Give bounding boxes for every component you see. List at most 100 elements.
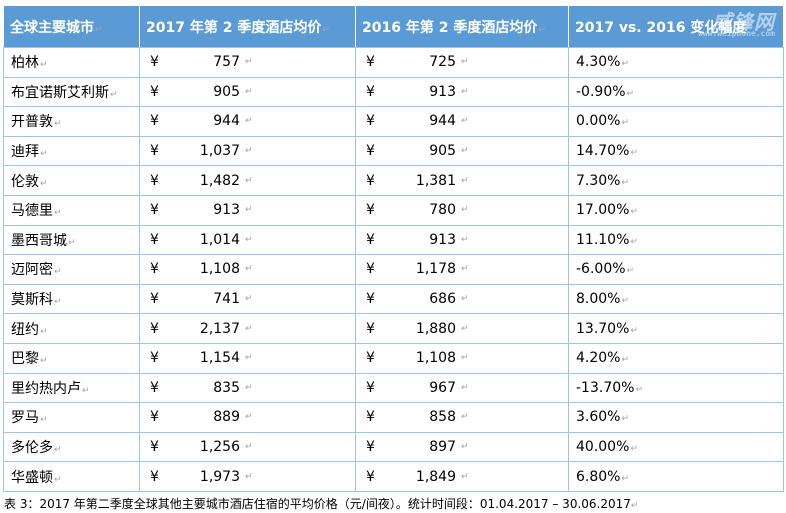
city-name: 马德里	[11, 203, 53, 220]
price-2017-cell: ¥944 ↵	[139, 106, 356, 137]
change-cell: 13.70%↵	[568, 313, 784, 344]
price-value: 1,178	[415, 261, 456, 278]
price-2017-cell: ¥1,973 ↵	[139, 461, 356, 492]
paragraph-mark-icon: ↵	[461, 412, 469, 423]
paragraph-mark-icon: ↵	[630, 207, 638, 218]
price-value: 1,014	[199, 231, 240, 248]
paragraph-mark-icon: ↵	[245, 86, 253, 97]
price-value: 1,154	[199, 350, 240, 367]
price-value: 1,037	[199, 143, 240, 160]
currency-symbol: ¥	[150, 143, 159, 160]
change-cell: -6.00%↵	[568, 254, 784, 285]
change-cell: 4.30%↵	[568, 47, 784, 78]
city-cell: 里约热内卢↵	[3, 372, 140, 404]
city-cell: 华盛顿↵	[3, 461, 140, 492]
paragraph-mark-icon: ↵	[40, 326, 48, 337]
paragraph-mark-icon: ↵	[245, 323, 253, 334]
currency-symbol: ¥	[150, 379, 159, 396]
paragraph-mark-icon: ↵	[621, 473, 630, 484]
paragraph-mark-icon: ↵	[245, 264, 253, 275]
city-cell: 柏林↵	[3, 47, 140, 78]
paragraph-mark-icon: ↵	[626, 88, 635, 99]
change-value: 4.30%	[576, 54, 621, 71]
price-2017-cell: ¥2,137 ↵	[139, 313, 356, 344]
city-cell: 罗马↵	[3, 402, 140, 433]
paragraph-mark-icon: ↵	[461, 264, 469, 275]
price-2017-cell: ¥905 ↵	[139, 76, 356, 108]
price-value: 913	[429, 83, 456, 100]
change-cell: 40.00%↵	[568, 431, 784, 463]
city-cell: 迈阿密↵	[3, 254, 140, 285]
city-name: 布宜诺斯艾利斯	[11, 84, 109, 101]
city-name: 纽约	[11, 321, 39, 338]
paragraph-mark-icon: ↵	[461, 116, 469, 127]
paragraph-mark-icon: ↵	[40, 149, 48, 160]
price-value: 835	[213, 379, 240, 396]
city-name: 柏林	[11, 55, 39, 72]
price-2017-cell: ¥757 ↵	[139, 47, 356, 78]
change-value: 4.20%	[576, 350, 621, 367]
paragraph-mark-icon: ↵	[245, 353, 253, 364]
city-name: 多伦多	[11, 440, 53, 457]
price-2017-cell: ¥913 ↵	[139, 194, 356, 226]
change-value: 13.70%	[576, 320, 630, 337]
price-value: 741	[213, 291, 240, 308]
currency-symbol: ¥	[150, 261, 159, 278]
city-cell: 马德里↵	[3, 194, 140, 226]
paragraph-mark-icon: ↵	[245, 175, 253, 186]
header-change: 2017 vs. 2016 变化幅度 威锋网 www.weiphone.com	[568, 5, 784, 48]
change-value: 3.60%	[576, 409, 621, 426]
currency-symbol: ¥	[366, 468, 375, 485]
price-value: 913	[213, 202, 240, 219]
paragraph-mark-icon: ↵	[635, 384, 643, 395]
city-cell: 墨西哥城↵	[3, 224, 140, 256]
city-name: 罗马	[11, 410, 39, 427]
table-body: 柏林↵ ¥757 ↵ ¥725 ↵ 4.30%↵ 布宜诺斯艾利斯↵ ¥905 ↵ ¥913 ↵ -0.…	[3, 47, 784, 492]
change-cell: 8.00%↵	[568, 283, 784, 315]
price-value: 780	[429, 202, 456, 219]
table-header-row: 全球主要城市↵ 2017 年第 2 季度酒店均价↵ 2016 年第 2 季度酒店…	[3, 5, 784, 48]
city-name: 迈阿密	[11, 262, 53, 279]
price-2016-cell: ¥1,849 ↵	[355, 461, 569, 492]
city-cell: 纽约↵	[3, 313, 140, 344]
change-cell: 14.70%↵	[568, 135, 784, 167]
price-2017-cell: ¥1,256 ↵	[139, 431, 356, 463]
price-value: 1,256	[199, 439, 240, 456]
currency-symbol: ¥	[150, 439, 159, 456]
change-value: -0.90%	[576, 83, 626, 100]
paragraph-mark-icon: ↵	[630, 148, 638, 159]
paragraph-mark-icon: ↵	[630, 501, 639, 511]
city-name: 里约热内卢	[11, 380, 81, 397]
price-value: 905	[213, 83, 240, 100]
paragraph-mark-icon: ↵	[461, 353, 469, 364]
paragraph-mark-icon: ↵	[461, 294, 469, 305]
price-value: 2,137	[199, 320, 240, 337]
table-row: 莫斯科↵ ¥741 ↵ ¥686 ↵ 8.00%↵	[3, 283, 784, 315]
paragraph-mark-icon: ↵	[461, 323, 469, 334]
price-2017-cell: ¥1,154 ↵	[139, 342, 356, 374]
currency-symbol: ¥	[150, 83, 159, 100]
paragraph-mark-icon: ↵	[54, 474, 62, 485]
price-value: 725	[429, 54, 456, 71]
paragraph-mark-icon: ↵	[461, 57, 469, 68]
change-value: 0.00%	[576, 113, 621, 130]
price-value: 1,973	[199, 468, 240, 485]
paragraph-mark-icon: ↵	[630, 444, 638, 455]
currency-symbol: ¥	[366, 113, 375, 130]
price-2016-cell: ¥686 ↵	[355, 283, 569, 315]
price-value: 686	[429, 291, 456, 308]
city-name: 巴黎	[11, 351, 39, 368]
change-cell: 4.20%↵	[568, 342, 784, 374]
table-row: 马德里↵ ¥913 ↵ ¥780 ↵ 17.00%↵	[3, 194, 784, 226]
price-2016-cell: ¥1,880 ↵	[355, 313, 569, 344]
paragraph-mark-icon: ↵	[245, 116, 253, 127]
table-row: 华盛顿↵ ¥1,973 ↵ ¥1,849 ↵ 6.80%↵	[3, 461, 784, 492]
change-value: 40.00%	[576, 439, 630, 456]
paragraph-mark-icon: ↵	[538, 24, 546, 35]
price-2016-cell: ¥725 ↵	[355, 47, 569, 78]
city-name: 伦敦	[11, 173, 39, 190]
paragraph-mark-icon: ↵	[621, 355, 630, 366]
price-value: 944	[213, 113, 240, 130]
paragraph-mark-icon: ↵	[54, 445, 62, 456]
paragraph-mark-icon: ↵	[40, 356, 48, 367]
